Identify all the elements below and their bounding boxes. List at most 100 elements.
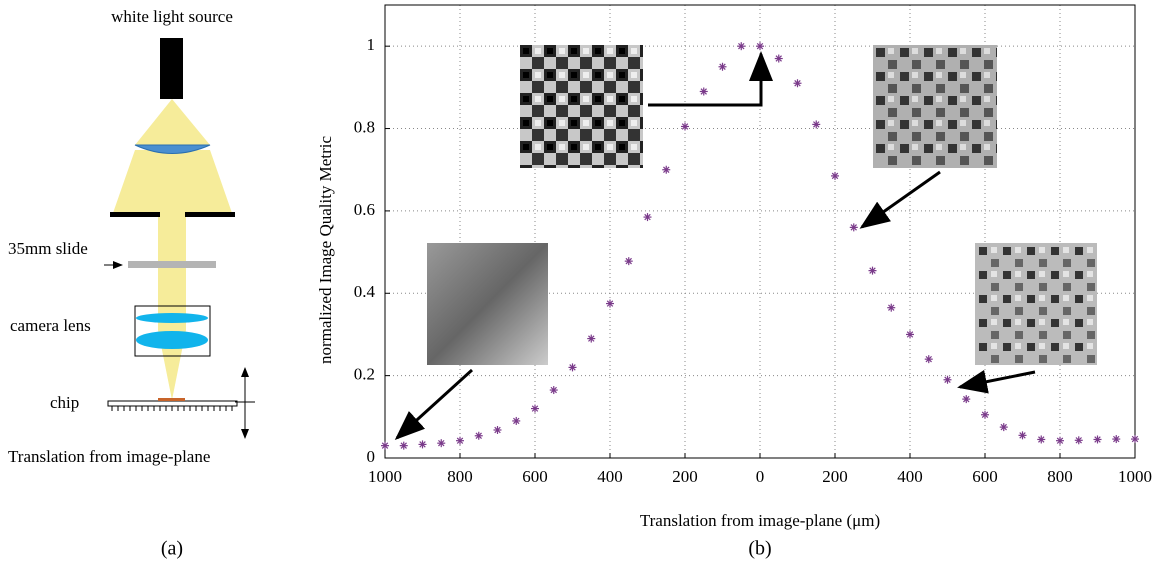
marker-stroke <box>813 121 820 128</box>
marker-stroke <box>381 442 389 449</box>
data-point <box>812 120 821 129</box>
data-point <box>1056 436 1064 445</box>
data-point <box>399 441 408 450</box>
data-point <box>643 213 652 222</box>
data-point <box>981 410 989 419</box>
label: Translation from image-plane <box>8 447 210 466</box>
data-point <box>924 355 933 364</box>
marker-stroke <box>831 172 839 180</box>
data-point <box>868 266 877 275</box>
insets <box>394 45 1097 441</box>
marker-stroke <box>756 42 764 50</box>
board <box>107 400 238 407</box>
marker-stroke <box>531 405 539 412</box>
sensor <box>158 398 185 401</box>
data-point <box>718 62 727 71</box>
marker-stroke <box>663 166 670 173</box>
data-point <box>474 431 483 440</box>
marker-stroke <box>1131 435 1139 443</box>
y-tick-label: 0.8 <box>354 117 375 136</box>
x-tick-label: 400 <box>597 467 623 486</box>
data-point <box>512 416 521 425</box>
light-beam <box>135 99 210 145</box>
marker-stroke <box>906 331 914 338</box>
marker-stroke <box>681 123 689 130</box>
label: chip <box>50 393 79 412</box>
slide <box>128 261 216 268</box>
y-tick-label: 0.2 <box>354 365 375 384</box>
marker-stroke <box>644 213 651 221</box>
data-point <box>662 165 671 174</box>
marker-stroke <box>1038 436 1045 443</box>
caption: (b) <box>748 538 771 560</box>
marker-stroke <box>775 55 782 62</box>
inset-image <box>975 243 1097 365</box>
data-point <box>737 42 746 51</box>
condenser-lens <box>134 144 211 154</box>
data-point <box>606 299 614 308</box>
lens-box <box>134 305 211 357</box>
y-tick-label: 0 <box>367 447 376 466</box>
inset-image <box>427 243 548 365</box>
data-point <box>774 54 783 63</box>
x-tick-label: 200 <box>672 467 698 486</box>
data-point <box>831 171 839 180</box>
data-point <box>887 303 896 312</box>
x-tick-label: 600 <box>972 467 998 486</box>
aperture <box>110 212 160 217</box>
aperture <box>185 212 235 217</box>
data-point <box>381 441 389 450</box>
marker-stroke <box>1113 435 1120 443</box>
data-point <box>849 223 858 232</box>
data-point <box>943 375 952 384</box>
marker-stroke <box>925 355 932 363</box>
marker-stroke <box>513 417 520 425</box>
arrow <box>957 369 1036 394</box>
marker-stroke <box>1000 423 1007 431</box>
y-tick-label: 0.4 <box>354 282 376 301</box>
data-point <box>1131 435 1139 444</box>
data-point <box>1037 435 1046 444</box>
marker-stroke <box>550 386 557 394</box>
x-tick-label: 600 <box>522 467 548 486</box>
chart: (b) Translation from image-plane (μm) no… <box>316 4 1152 560</box>
data-point <box>624 257 633 266</box>
marker-stroke <box>475 432 482 439</box>
data-point <box>456 436 464 445</box>
data-point <box>587 334 596 343</box>
data-point <box>999 423 1008 432</box>
x-tick-label: 400 <box>897 467 923 486</box>
x-tick-label: 800 <box>1047 467 1073 486</box>
data-point <box>962 395 971 404</box>
marker-stroke <box>719 63 726 70</box>
marker-stroke <box>1019 432 1026 439</box>
x-tick-label: 200 <box>822 467 848 486</box>
inset-image <box>520 45 643 168</box>
data-point <box>493 425 502 434</box>
lens <box>136 331 208 349</box>
marker-stroke <box>700 88 707 95</box>
label: 35mm slide <box>8 239 88 258</box>
marker-stroke <box>569 364 576 371</box>
data-point <box>531 404 539 413</box>
pins <box>111 406 233 411</box>
caption: (a) <box>161 538 183 560</box>
data-point <box>699 87 708 96</box>
data-point <box>906 330 914 339</box>
light-source <box>160 38 183 99</box>
marker-stroke <box>944 376 951 383</box>
marker-stroke <box>456 437 464 444</box>
data-point <box>1074 436 1083 445</box>
marker-stroke <box>606 300 614 307</box>
arrow <box>859 170 941 229</box>
x-tick-label: 0 <box>756 467 765 486</box>
data-point <box>681 122 689 131</box>
marker-stroke <box>1094 436 1101 443</box>
marker-stroke <box>888 304 895 311</box>
data-point <box>568 363 577 372</box>
marker-stroke <box>400 442 407 449</box>
marker-stroke <box>419 441 426 448</box>
marker-stroke <box>738 42 745 50</box>
